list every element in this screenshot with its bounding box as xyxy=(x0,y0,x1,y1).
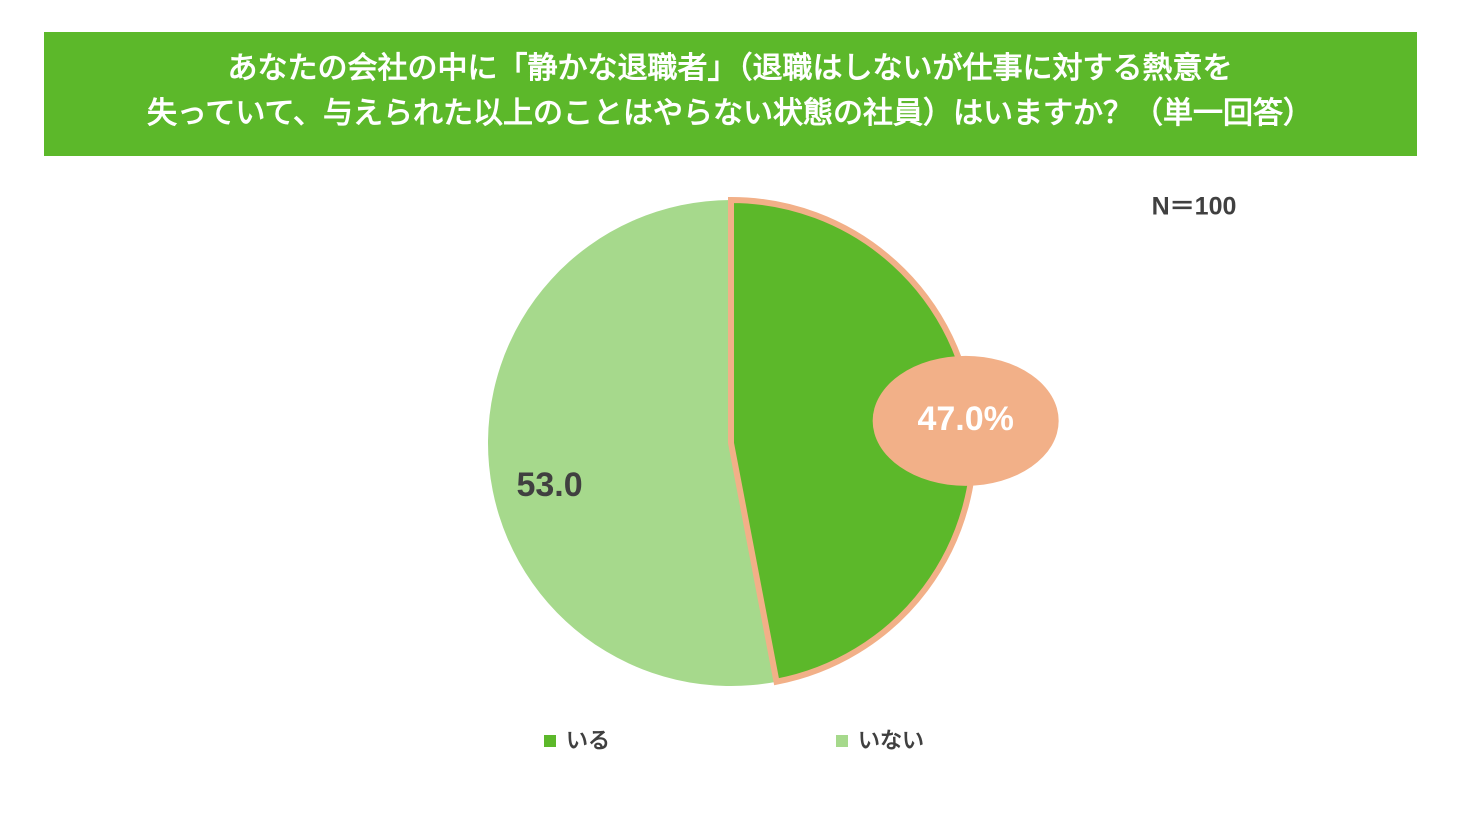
data-label: 47.0% xyxy=(917,400,1013,438)
label-bubble xyxy=(872,355,1059,486)
annotation: N＝100 xyxy=(1152,193,1237,221)
legend-label: いない xyxy=(858,728,924,753)
legend-swatch xyxy=(544,735,556,747)
pie-slice xyxy=(487,200,777,686)
chart-title: 失っていて、与えられた以上のことはやらない状態の社員）はいますか？（単一回答） xyxy=(147,96,1313,130)
data-label: 53.0 xyxy=(516,466,582,504)
chart-title: あなたの会社の中に「静かな退職者」（退職はしないが仕事に対する熱意を xyxy=(228,51,1233,85)
legend-swatch xyxy=(836,735,848,747)
title-bar xyxy=(44,32,1417,156)
legend-label: いる xyxy=(566,728,610,753)
